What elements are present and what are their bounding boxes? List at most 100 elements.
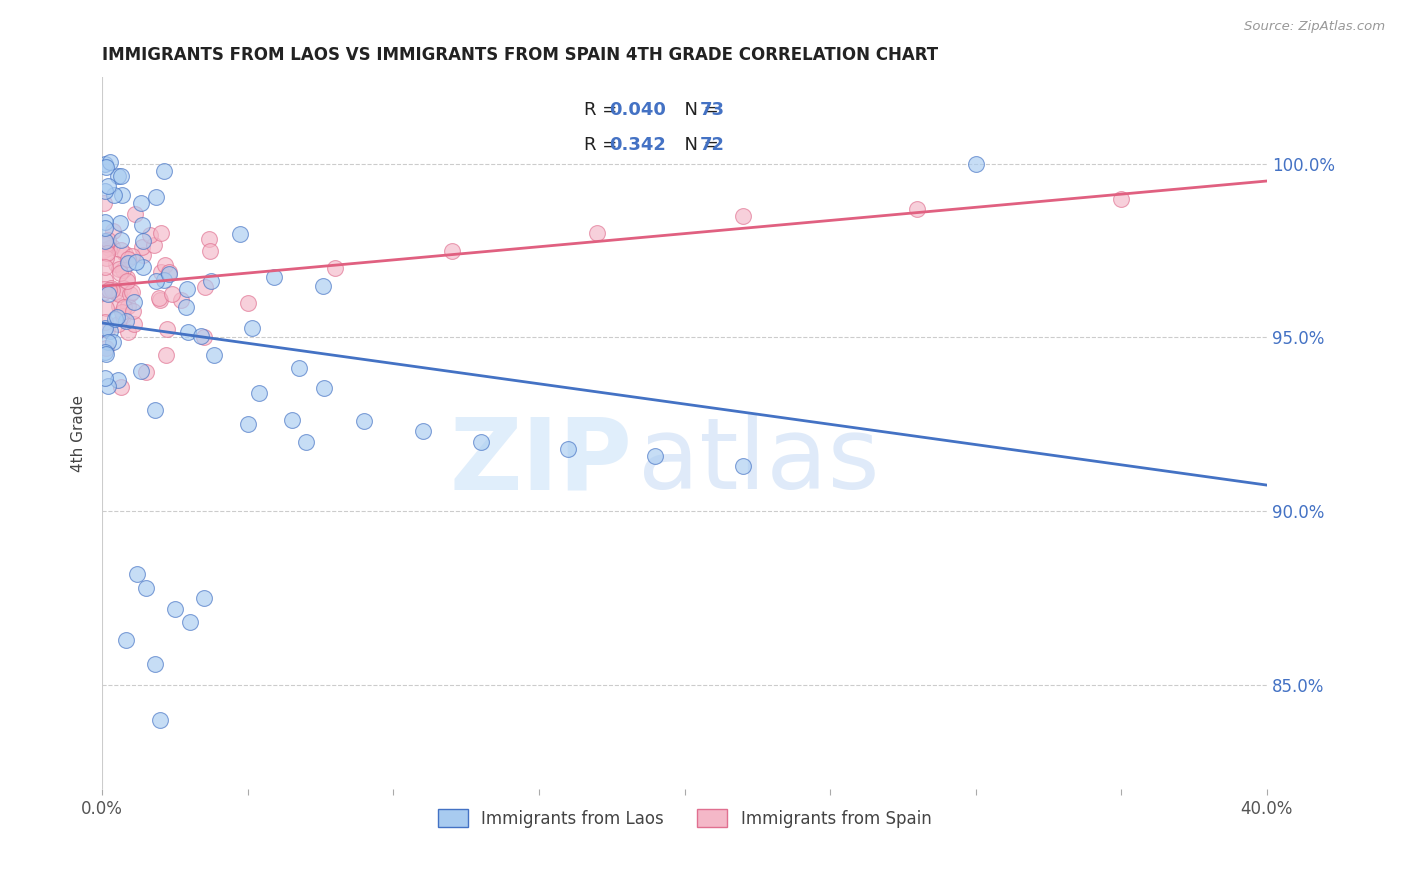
Point (94, 371, 117, 385)
Point (110, 379, 132, 393)
Point (143, 657, 166, 672)
Point (94, 234, 117, 248)
Point (236, 417, 259, 432)
Point (644, 449, 666, 463)
Point (121, 249, 143, 263)
Point (94, 160, 117, 174)
Point (139, 228, 162, 243)
Point (470, 434, 492, 449)
Point (145, 274, 167, 288)
Point (150, 226, 173, 240)
Text: R =: R = (585, 102, 623, 120)
Point (104, 285, 127, 300)
Point (98, 155, 121, 169)
Point (157, 265, 180, 279)
Point (353, 414, 375, 428)
Point (110, 169, 132, 183)
Point (94, 301, 117, 316)
Point (94, 260, 117, 274)
Legend: Immigrants from Laos, Immigrants from Spain: Immigrants from Laos, Immigrants from Sp… (432, 803, 938, 834)
Point (97, 287, 120, 301)
Point (586, 226, 609, 240)
Point (96, 236, 118, 251)
Point (149, 293, 172, 307)
Point (100, 284, 122, 298)
Point (107, 317, 129, 331)
Text: 0.342: 0.342 (609, 136, 665, 153)
Point (288, 360, 311, 375)
Point (131, 240, 153, 254)
Point (94, 315, 117, 329)
Point (93, 285, 115, 300)
Point (111, 188, 134, 202)
Point (190, 329, 212, 343)
Point (202, 348, 225, 362)
Point (145, 402, 167, 417)
Point (145, 190, 167, 204)
Point (411, 425, 433, 439)
Point (112, 262, 135, 277)
Point (132, 235, 155, 249)
Point (229, 227, 252, 242)
Text: ZIP: ZIP (450, 413, 633, 510)
Point (155, 348, 177, 362)
Point (96, 323, 118, 337)
Point (965, 157, 987, 171)
Point (132, 260, 155, 275)
Point (312, 279, 335, 293)
Point (247, 386, 270, 401)
Point (174, 300, 197, 314)
Point (105, 310, 128, 324)
Point (97, 178, 120, 193)
Text: 73: 73 (700, 102, 724, 120)
Point (194, 280, 217, 294)
Point (97, 283, 120, 297)
Point (108, 299, 131, 313)
Point (731, 458, 754, 473)
Point (156, 321, 179, 335)
Point (115, 271, 138, 285)
Point (135, 581, 157, 595)
Point (200, 274, 222, 288)
Point (103, 224, 125, 238)
Point (114, 246, 136, 260)
Point (169, 293, 191, 307)
Point (193, 591, 215, 606)
Point (153, 164, 176, 178)
Point (103, 311, 125, 326)
Point (97, 334, 120, 349)
Point (117, 300, 139, 314)
Point (122, 294, 145, 309)
Point (149, 713, 172, 727)
Point (94, 157, 117, 171)
Point (111, 304, 134, 318)
Point (108, 266, 131, 280)
Point (97, 379, 120, 393)
Point (263, 269, 285, 284)
Text: N =: N = (673, 102, 724, 120)
Point (107, 169, 129, 184)
Point (93, 282, 115, 296)
Point (176, 282, 198, 296)
Point (107, 261, 129, 276)
Point (142, 237, 165, 252)
Point (111, 281, 134, 295)
Text: N =: N = (673, 136, 724, 153)
Point (96, 347, 118, 361)
Text: 72: 72 (700, 136, 724, 153)
Text: Source: ZipAtlas.com: Source: ZipAtlas.com (1244, 20, 1385, 33)
Point (129, 196, 152, 211)
Point (236, 295, 259, 310)
Point (94, 321, 117, 335)
Point (157, 267, 180, 281)
Point (96, 245, 118, 260)
Point (440, 244, 463, 258)
Point (177, 325, 200, 339)
Point (110, 244, 132, 258)
Point (93, 273, 115, 287)
Point (163, 601, 186, 615)
Point (323, 260, 346, 275)
Point (115, 314, 138, 328)
Point (295, 434, 318, 449)
Point (131, 364, 153, 378)
